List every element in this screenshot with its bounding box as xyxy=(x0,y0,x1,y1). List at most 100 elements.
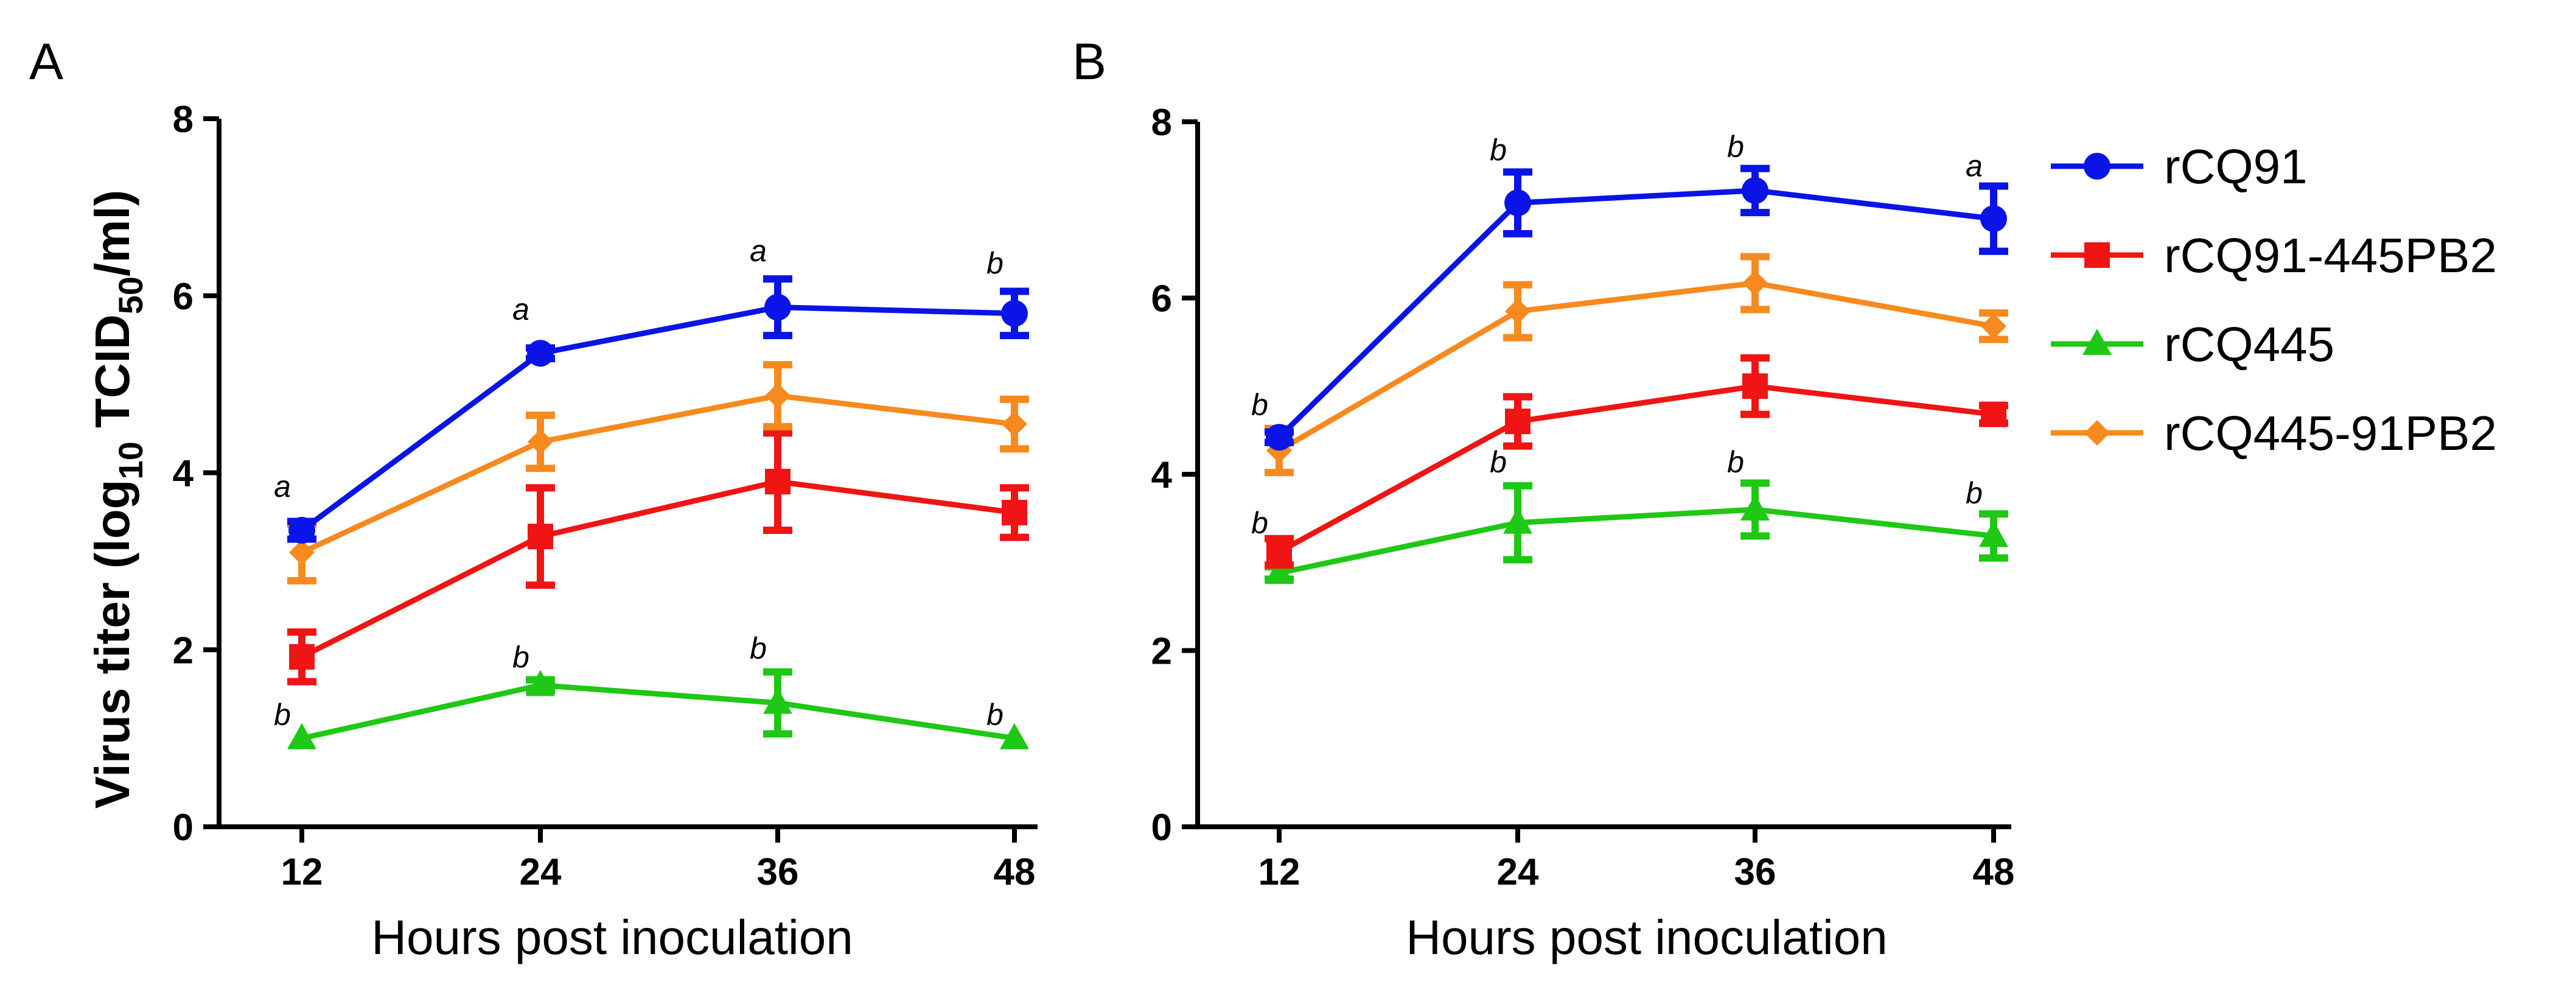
significance-label: b xyxy=(512,640,529,674)
data-point-rcq445-91pb2 xyxy=(1002,411,1027,437)
significance-label: a xyxy=(1966,149,1983,183)
series-rcq445 xyxy=(287,668,1029,749)
significance-label: a xyxy=(274,469,291,504)
data-point-rcq91-445pb2 xyxy=(289,644,315,670)
data-point-rcq91-445pb2 xyxy=(528,524,553,550)
panel-letter-b: B xyxy=(1072,33,1106,90)
data-point-rcq445 xyxy=(287,723,316,749)
series-line-rcq445 xyxy=(301,682,1015,742)
significance-label: b xyxy=(1966,476,1983,510)
data-point-rcq91 xyxy=(527,340,554,367)
significance-label: b xyxy=(1251,506,1268,540)
y-tick-label: 0 xyxy=(173,807,194,849)
legend-label: rCQ91-445PB2 xyxy=(2164,228,2497,282)
significance-label: b xyxy=(1490,133,1507,167)
legend-marker xyxy=(2084,242,2110,268)
series-line-rcq91-445pb2 xyxy=(300,479,1015,659)
panel-letter-a: A xyxy=(29,33,63,90)
data-point-rcq445 xyxy=(1979,521,2008,547)
data-point-rcq445-91pb2 xyxy=(289,539,315,566)
series-line-rcq445 xyxy=(1279,507,1994,576)
significance-label: a xyxy=(750,234,767,268)
y-tick-label: 2 xyxy=(1151,631,1172,673)
data-point-rcq91 xyxy=(1980,205,2007,233)
x-tick-label: 48 xyxy=(994,851,1036,893)
legend-marker xyxy=(2082,329,2112,355)
series-rcq91 xyxy=(287,275,1029,544)
significance-label: b xyxy=(1727,445,1744,479)
data-point-rcq91 xyxy=(764,293,791,321)
series-line-rcq445-91pb2 xyxy=(1277,280,1994,453)
x-tick-label: 12 xyxy=(1258,851,1300,893)
data-point-rcq91 xyxy=(1266,424,1293,451)
legend-item-rcq445: rCQ445 xyxy=(2051,317,2334,371)
data-point-rcq445 xyxy=(1000,723,1029,749)
series-rcq91-445pb2 xyxy=(287,429,1029,686)
legend-marker xyxy=(2084,420,2110,446)
significance-label: b xyxy=(986,698,1004,732)
x-tick-label: 24 xyxy=(520,851,562,893)
legend: rCQ91 rCQ91-445PB2 rCQ445 rCQ445-91PB2 xyxy=(2051,139,2497,460)
data-point-rcq91 xyxy=(1504,189,1531,217)
significance-label: b xyxy=(750,631,767,665)
y-axis-title-a: Virus titer (log10 TCID50/ml) xyxy=(85,190,150,809)
legend-item-rcq445-91pb2: rCQ445-91PB2 xyxy=(2051,406,2497,460)
series-line-rcq91-445pb2 xyxy=(1277,383,1994,555)
data-point-rcq445 xyxy=(1265,558,1294,584)
significance-label: b xyxy=(274,698,291,732)
series-line-rcq91 xyxy=(300,304,1015,533)
y-tick-label: 0 xyxy=(1151,807,1172,849)
significance-label: b xyxy=(1727,130,1744,164)
data-point-rcq91-445pb2 xyxy=(765,469,791,495)
legend-item-rcq91-445pb2: rCQ91-445PB2 xyxy=(2051,228,2497,282)
x-tick-label: 12 xyxy=(281,851,323,893)
legend-marker xyxy=(2084,153,2110,180)
series-line-rcq445-91pb2 xyxy=(301,393,1015,555)
data-point-rcq91-445pb2 xyxy=(1981,401,2006,427)
y-tick-label: 4 xyxy=(173,453,194,495)
data-point-rcq91-445pb2 xyxy=(1505,409,1531,435)
significance-label: b xyxy=(1490,445,1507,479)
data-point-rcq91-445pb2 xyxy=(1742,373,1768,399)
significance-label: b xyxy=(1251,388,1268,422)
x-axis-title-a: Hours post inoculation xyxy=(371,910,853,964)
legend-label: rCQ91 xyxy=(2164,139,2308,194)
legend-label: rCQ445-91PB2 xyxy=(2164,406,2497,460)
data-point-rcq91 xyxy=(1742,177,1768,204)
data-point-rcq445 xyxy=(1503,507,1532,534)
y-tick-label: 8 xyxy=(173,99,194,141)
x-tick-label: 36 xyxy=(757,851,799,893)
legend-item-rcq91: rCQ91 xyxy=(2051,139,2308,194)
significance-label: a xyxy=(512,292,529,326)
x-tick-label: 36 xyxy=(1734,851,1776,893)
data-point-rcq445-91pb2 xyxy=(1505,298,1531,325)
legend-label: rCQ445 xyxy=(2164,317,2334,371)
y-tick-label: 6 xyxy=(1151,278,1172,320)
y-tick-label: 8 xyxy=(1151,102,1172,144)
y-tick-label: 2 xyxy=(173,630,194,672)
data-point-rcq91 xyxy=(1001,300,1028,327)
data-point-rcq445 xyxy=(1740,494,1770,521)
significance-label: b xyxy=(986,246,1004,280)
data-point-rcq91 xyxy=(288,516,315,544)
x-tick-label: 24 xyxy=(1497,851,1539,893)
data-point-rcq91-445pb2 xyxy=(1266,539,1292,565)
data-point-rcq445 xyxy=(526,670,555,697)
series-line-rcq91 xyxy=(1277,188,1994,440)
y-tick-label: 6 xyxy=(173,276,194,318)
data-point-rcq445 xyxy=(763,687,792,714)
series-rcq91-445pb2 xyxy=(1265,354,2008,569)
series-rcq91 xyxy=(1265,164,2008,451)
x-axis-title-b: Hours post inoculation xyxy=(1406,910,1888,964)
data-point-rcq445-91pb2 xyxy=(1981,313,2006,339)
y-tick-label: 4 xyxy=(1151,454,1173,496)
data-point-rcq445-91pb2 xyxy=(765,383,791,409)
data-point-rcq91-445pb2 xyxy=(1002,499,1027,525)
data-point-rcq445-91pb2 xyxy=(528,429,553,455)
data-point-rcq445-91pb2 xyxy=(1742,270,1768,296)
